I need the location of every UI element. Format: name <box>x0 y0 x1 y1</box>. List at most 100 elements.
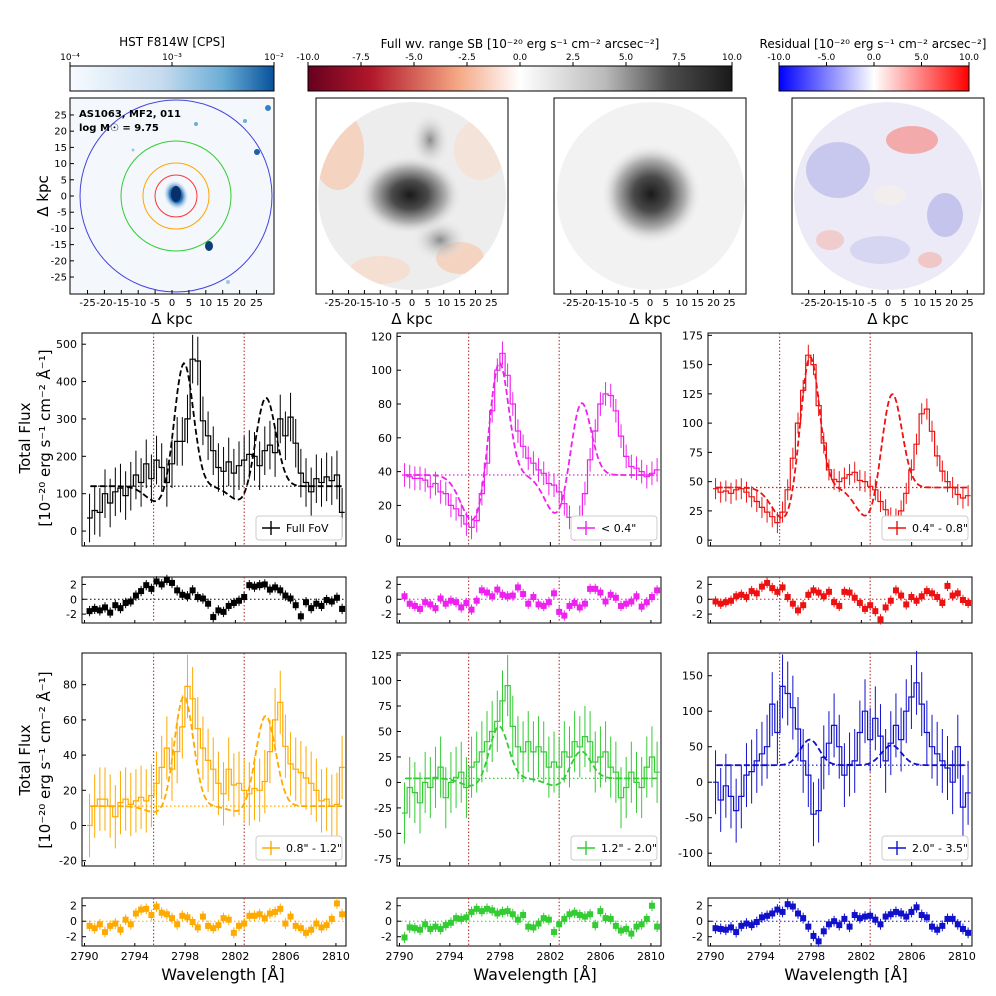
y-tick-label: -50 <box>685 812 703 825</box>
residual-point <box>551 929 558 936</box>
x-axis-label-wavelength-1: Wavelength [Å] <box>161 965 284 984</box>
residual-point <box>535 601 542 608</box>
residual-point <box>628 930 635 937</box>
y-tick-label: 400 <box>56 376 77 389</box>
residual-point <box>841 915 848 922</box>
hst-annotation-mass: log M☉ = 9.75 <box>79 123 159 134</box>
residual-point <box>210 614 217 621</box>
x-tick-label: 2806 <box>272 950 300 963</box>
residual-point <box>882 913 889 920</box>
x-tick-label: 0 <box>169 298 175 309</box>
residual-point <box>112 602 119 609</box>
residual-point <box>417 926 424 933</box>
x-tick-label: 25 <box>723 298 736 309</box>
residual-point <box>602 598 609 605</box>
residual-point <box>643 599 650 606</box>
residual-point <box>545 916 552 923</box>
residual-point <box>86 608 93 615</box>
x-tick-label: -20 <box>340 298 356 309</box>
image-x-axis-label: Δ kpc <box>629 310 670 328</box>
residual-point <box>148 912 155 919</box>
y-tick-label: 20 <box>378 499 392 512</box>
flux-step-line <box>87 358 345 519</box>
residual-point <box>856 915 863 922</box>
residual-y-tick-label: 2 <box>696 578 703 591</box>
residual-point <box>530 594 537 601</box>
residual-point <box>820 593 827 600</box>
residual-point <box>184 914 191 921</box>
residual-point <box>437 925 444 932</box>
residual-point <box>411 602 418 609</box>
residual-point <box>251 583 258 590</box>
residual-point <box>473 597 480 604</box>
x-tick-label: 10 <box>437 298 450 309</box>
residual-point <box>484 905 491 912</box>
x-tick-label: 5 <box>901 298 907 309</box>
residual-point <box>805 591 812 598</box>
residual-point <box>184 593 191 600</box>
residual-point <box>199 595 206 602</box>
residual-point <box>107 922 114 929</box>
residual-point <box>581 913 588 920</box>
residual-point <box>225 916 232 923</box>
y-tick-label: -100 <box>678 847 703 860</box>
legend-box <box>255 835 343 861</box>
x-tick-label: 2806 <box>587 950 615 963</box>
legend-box <box>881 835 969 861</box>
residual-point <box>437 595 444 602</box>
residual-y-tick-label: -2 <box>66 608 77 621</box>
y-tick-label: 175 <box>682 329 703 342</box>
residual-point <box>934 594 941 601</box>
residual-point <box>856 599 863 606</box>
residual-point <box>648 902 655 909</box>
residual-point <box>432 923 439 930</box>
x-tick-label: 2810 <box>948 950 976 963</box>
x-tick-label: 5 <box>663 298 669 309</box>
residual-point <box>158 581 165 588</box>
residual-point <box>406 924 413 931</box>
flux-step-line <box>713 354 971 524</box>
x-tick-label: 0 <box>885 298 891 309</box>
residual-point <box>333 594 340 601</box>
residual-point <box>846 923 853 930</box>
residual-point <box>820 928 827 935</box>
residual-point <box>592 585 599 592</box>
residual-point <box>246 582 253 589</box>
residual-point <box>882 604 889 611</box>
residual-point <box>743 594 750 601</box>
x-tick-label: 2790 <box>71 950 99 963</box>
residual-point <box>96 607 103 614</box>
residual-point <box>654 923 661 930</box>
residual-point <box>612 922 619 929</box>
residual-point <box>287 913 294 920</box>
residual-point <box>618 602 625 609</box>
y-tick-label: 125 <box>371 649 392 662</box>
y-tick-label: 150 <box>682 670 703 683</box>
y-tick-label: 15 <box>54 143 67 154</box>
residual-point <box>913 904 920 911</box>
colorbar-tick-label: 10⁻³ <box>162 53 182 63</box>
residual-point <box>764 579 771 586</box>
x-tick-label: 10 <box>199 298 212 309</box>
residual-point <box>411 925 418 932</box>
residual-point <box>127 921 134 928</box>
residual-point <box>303 929 310 936</box>
residual-point <box>266 586 273 593</box>
residual-y-tick-label: -2 <box>381 608 392 621</box>
residual-point <box>210 925 217 932</box>
residual-point <box>789 600 796 607</box>
colorbar-sb: Full wv. range SB [10⁻²⁰ erg s⁻¹ cm⁻² ar… <box>296 37 742 92</box>
x-tick-label: -20 <box>578 298 594 309</box>
residual-point <box>561 612 568 619</box>
residual-point <box>339 605 346 612</box>
residual-y-tick-label: 2 <box>385 900 392 913</box>
y-tick-label: 150 <box>682 359 703 372</box>
residual-point <box>810 587 817 594</box>
observed-sb-map-panel <box>315 97 509 295</box>
y-tick-label: 80 <box>378 398 392 411</box>
residual-point <box>892 587 899 594</box>
residual-point <box>194 594 201 601</box>
x-tick-label: 2802 <box>536 950 564 963</box>
residual-point <box>442 600 449 607</box>
residual-point <box>169 579 176 586</box>
